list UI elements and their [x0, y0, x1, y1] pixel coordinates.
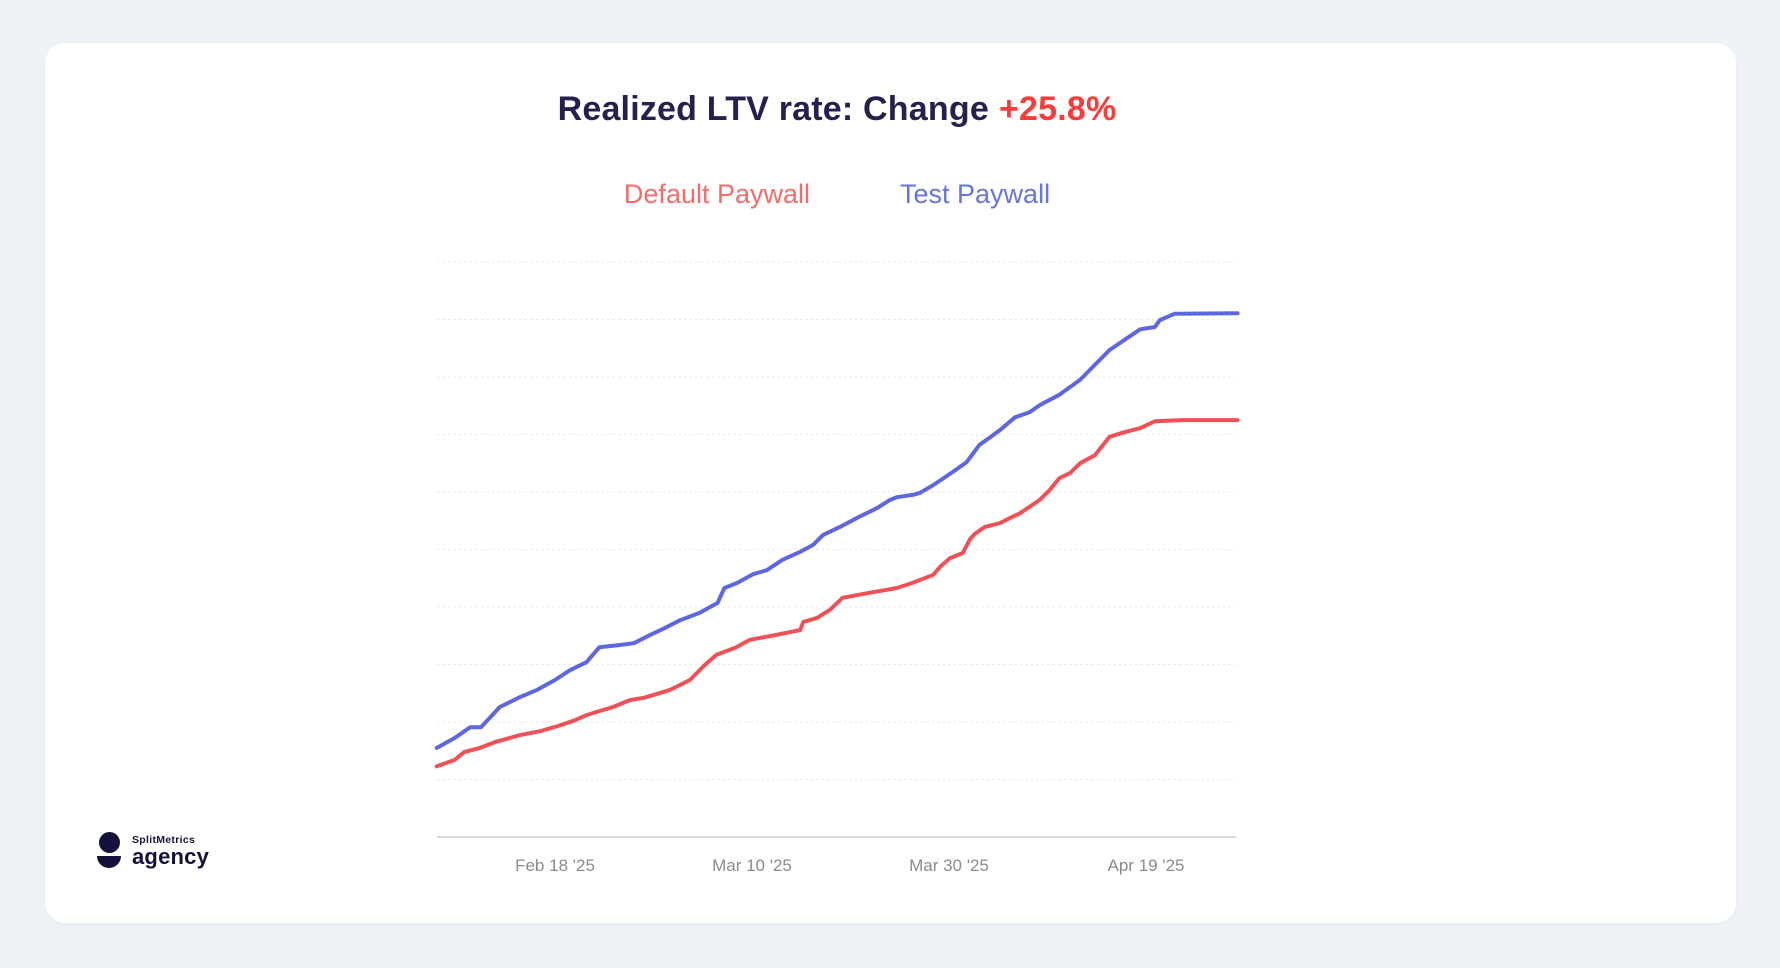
chart-card: Realized LTV rate: Change +25.8% Default …: [45, 43, 1736, 923]
legend-item-default-paywall[interactable]: Default Paywall: [623, 179, 811, 209]
chart-title-text: Realized LTV rate: Change: [557, 90, 989, 128]
logo-sub-name: agency: [132, 844, 210, 869]
chart-title: Realized LTV rate: Change +25.8%: [45, 88, 1629, 130]
x-tick-label: Apr 19 '25: [1108, 856, 1185, 875]
splitmetrics-agency-logo: SplitMetrics agency: [97, 832, 209, 869]
logo-circle-shape: [98, 832, 120, 853]
splitmetrics-logo-icon: [97, 832, 121, 869]
chart-legend: Default Paywall Test Paywall: [45, 178, 1629, 210]
legend-item-test-paywall[interactable]: Test Paywall: [900, 179, 1051, 209]
x-tick-label: Feb 18 '25: [515, 856, 595, 875]
series-line-default-paywall: [434, 418, 1240, 769]
logo-text: SplitMetrics agency: [132, 834, 210, 869]
ltv-line-chart: Feb 18 '25 Mar 10 '25 Mar 30 '25 Apr 19 '25: [434, 261, 1240, 875]
chart-title-change-value: +25.8%: [998, 90, 1117, 128]
x-tick-label: Mar 10 '25: [712, 856, 792, 875]
series-line-test-paywall: [434, 311, 1240, 750]
x-tick-label: Mar 30 '25: [909, 856, 989, 875]
logo-brand-name: SplitMetrics: [132, 834, 196, 846]
logo-halfdisc-shape: [97, 856, 121, 868]
